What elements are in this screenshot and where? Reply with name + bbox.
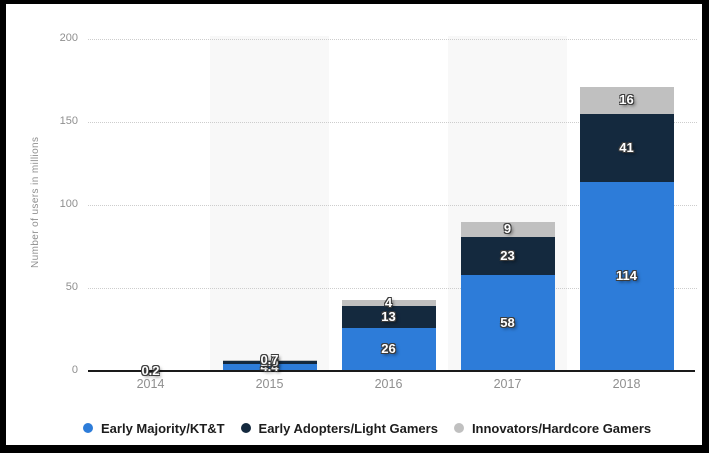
x-axis-line bbox=[88, 370, 695, 372]
x-tick-label: 2017 bbox=[493, 377, 522, 391]
bar-value-label: 4 bbox=[384, 294, 393, 310]
y-tick-label: 200 bbox=[59, 32, 78, 44]
x-tick-label: 2016 bbox=[374, 377, 403, 391]
legend-label: Early Majority/KT&T bbox=[101, 420, 225, 436]
bar-value-label: 1.6 bbox=[260, 354, 279, 370]
bar-value-label: 9 bbox=[503, 221, 512, 237]
legend-item-early-majority[interactable]: Early Majority/KT&T bbox=[83, 421, 225, 436]
bar-value-label: 26 bbox=[381, 341, 396, 357]
legend: Early Majority/KT&T Early Adopters/Light… bbox=[83, 417, 651, 439]
bar-segment[interactable] bbox=[341, 327, 436, 371]
legend-label: Innovators/Hardcore Gamers bbox=[471, 420, 652, 436]
bar-segment[interactable] bbox=[341, 306, 436, 328]
bar-segment[interactable] bbox=[579, 87, 674, 114]
gridline bbox=[88, 205, 697, 206]
gridline bbox=[88, 39, 697, 40]
gridline bbox=[88, 122, 697, 123]
column-stripe bbox=[210, 36, 329, 371]
gridline bbox=[88, 288, 697, 289]
y-tick-label: 100 bbox=[59, 198, 78, 210]
legend-item-early-adopters[interactable]: Early Adopters/Light Gamers bbox=[240, 420, 438, 436]
legend-label: Early Adopters/Light Gamers bbox=[258, 420, 438, 436]
bar-segment[interactable] bbox=[222, 363, 317, 371]
x-tick-label: 2015 bbox=[255, 377, 284, 391]
bar-segment[interactable] bbox=[579, 181, 674, 371]
x-tick-label: 2018 bbox=[612, 377, 641, 391]
bar-value-label: 23 bbox=[500, 247, 515, 263]
bar-segment[interactable] bbox=[222, 361, 317, 364]
bar-value-label: 13 bbox=[381, 309, 396, 325]
bar-segment[interactable] bbox=[579, 113, 674, 182]
bar-segment[interactable] bbox=[460, 236, 555, 275]
y-tick-label: 0 bbox=[71, 364, 78, 376]
column-stripe bbox=[91, 36, 210, 371]
bar-segment[interactable] bbox=[341, 299, 436, 307]
bar-value-label: 114 bbox=[616, 268, 637, 284]
legend-dot-navy-icon bbox=[240, 423, 251, 433]
bar-value-label: 0.7 bbox=[260, 352, 279, 368]
bar-value-label: 58 bbox=[500, 314, 515, 330]
legend-dot-blue-icon bbox=[83, 423, 93, 433]
bar-segment[interactable] bbox=[460, 274, 555, 371]
x-tick-label: 2014 bbox=[136, 377, 165, 391]
bar-segment[interactable] bbox=[460, 221, 555, 237]
legend-dot-gray-icon bbox=[453, 423, 464, 433]
bar-value-label: 4.4 bbox=[260, 359, 279, 375]
bar-value-label: 41 bbox=[619, 139, 634, 155]
bar-value-label: 16 bbox=[619, 92, 634, 108]
bar-value-label: 0.2 bbox=[141, 362, 160, 378]
y-tick-label: 50 bbox=[65, 281, 78, 293]
legend-item-innovators[interactable]: Innovators/Hardcore Gamers bbox=[453, 420, 652, 436]
bar-segment[interactable] bbox=[222, 359, 317, 362]
y-tick-label: 150 bbox=[59, 115, 78, 127]
